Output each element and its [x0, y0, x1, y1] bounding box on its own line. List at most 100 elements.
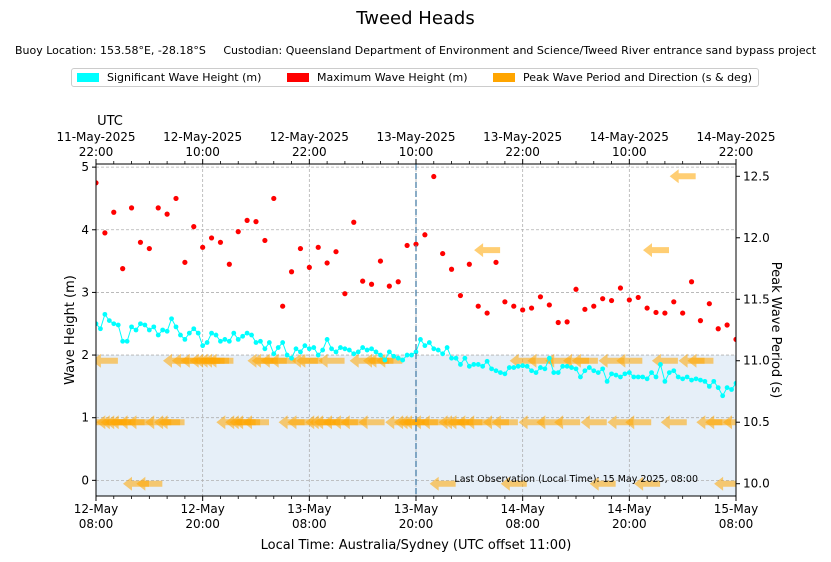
arrow-shape: [536, 415, 563, 430]
significant-wave-height-point: [684, 374, 690, 380]
significant-wave-height-point: [115, 322, 121, 328]
significant-wave-height-point: [515, 363, 521, 369]
maximum-wave-height-point: [208, 235, 215, 241]
significant-wave-height-point: [138, 321, 143, 327]
x-tick-label-time: 20:00: [399, 517, 434, 531]
significant-wave-height-point: [569, 365, 574, 370]
peak-period-arrow: [554, 415, 581, 430]
significant-wave-height-point: [595, 370, 601, 375]
significant-wave-height-point: [315, 352, 321, 358]
peak-period-arrow: [527, 353, 554, 368]
significant-wave-height-point: [471, 362, 477, 367]
peak-period-arrow: [296, 353, 323, 368]
x-tick-label-date: 15-May: [714, 502, 758, 516]
peak-period-arrow: [429, 476, 456, 491]
significant-wave-height-point: [609, 371, 614, 377]
maximum-wave-height-point: [262, 237, 268, 244]
peak-period-arrow: [607, 415, 634, 430]
significant-wave-height-point: [724, 385, 730, 391]
peak-period-arrow: [634, 476, 661, 491]
top-tick-label-date: 11-May-2025: [56, 130, 135, 144]
significant-wave-height-point: [440, 351, 446, 357]
significant-wave-height-point: [311, 345, 317, 350]
arrow-shape: [474, 243, 501, 258]
maximum-wave-height-point: [511, 303, 517, 309]
significant-wave-height-point: [258, 338, 263, 344]
significant-wave-height-point: [698, 377, 703, 383]
significant-wave-height-point: [502, 371, 508, 377]
significant-wave-height-point: [306, 346, 312, 352]
maximum-wave-height-point: [457, 292, 464, 299]
x-axis-label: Local Time: Australia/Sydney (UTC offset…: [261, 538, 572, 553]
significant-wave-height-point: [458, 362, 463, 367]
arrow-shape: [136, 476, 163, 491]
significant-wave-height-point: [351, 351, 357, 357]
peak-period-arrow: [269, 353, 296, 368]
legend-swatch-cyan: [77, 73, 99, 82]
top-tick-label-time: 10:00: [612, 145, 647, 159]
significant-wave-height-point: [209, 330, 214, 336]
significant-wave-height-point: [302, 343, 308, 349]
buoy-location: Buoy Location: 153.58°E, -28.18°S: [14, 44, 206, 57]
legend-swatch-orange: [493, 73, 515, 82]
significant-wave-height-point: [151, 324, 157, 330]
significant-wave-height-point: [551, 370, 557, 375]
maximum-wave-height-point: [706, 301, 712, 307]
significant-wave-height-point: [320, 347, 326, 353]
significant-wave-height-point: [324, 336, 330, 342]
arrow-shape: [509, 353, 536, 368]
significant-wave-height-point: [391, 353, 397, 359]
significant-wave-height-point: [675, 374, 681, 380]
significant-wave-height-point: [289, 355, 294, 361]
arrow-shape: [420, 415, 447, 430]
maximum-wave-height-point: [555, 319, 561, 326]
arrow-shape: [580, 415, 607, 430]
significant-wave-height-point: [373, 349, 379, 355]
top-axis-label: UTC: [97, 114, 123, 129]
significant-wave-height-point: [644, 376, 650, 382]
arrow-shape: [527, 353, 554, 368]
significant-wave-height-point: [338, 345, 343, 350]
top-tick-label-date: 12-May-2025: [270, 130, 349, 144]
arrow-shape: [127, 415, 154, 430]
last-observation-annotation: Last Observation (Local Time): 15 May 20…: [454, 474, 698, 485]
significant-wave-height-point: [346, 347, 352, 353]
peak-period-arrow: [714, 476, 736, 491]
x-tick-label-date: 12-May: [74, 502, 118, 516]
top-tick-label-time: 22:00: [79, 145, 114, 159]
significant-wave-height-point: [649, 370, 654, 375]
significant-wave-height-point: [155, 332, 161, 338]
significant-wave-height-point: [355, 349, 361, 355]
arrow-shape: [607, 415, 634, 430]
y-tick-label: 1: [81, 411, 89, 425]
arrow-shape: [429, 476, 456, 491]
arrow-shape: [491, 415, 518, 430]
maximum-wave-height-point: [582, 306, 588, 312]
maximum-wave-height-point: [111, 209, 117, 215]
peak-period-arrow: [616, 353, 643, 368]
x-tick-label-time: 08:00: [505, 517, 540, 531]
arrow-shape: [158, 415, 185, 430]
peak-period-arrow: [643, 243, 669, 258]
top-tick-label-date: 13-May-2025: [483, 130, 562, 144]
significant-wave-height-point: [164, 328, 170, 334]
peak-period-arrow: [598, 353, 625, 368]
peak-period-arrow: [349, 353, 376, 368]
arrow-shape: [723, 415, 736, 430]
peak-period-arrow: [705, 415, 732, 430]
arrow-shape: [96, 353, 118, 368]
peak-period-arrow: [518, 415, 545, 430]
significant-wave-height-point: [195, 330, 201, 336]
maximum-wave-height-point: [608, 297, 615, 304]
significant-wave-height-point: [489, 366, 494, 372]
arrow-shape: [340, 415, 367, 430]
y-tick-label: 0: [81, 473, 89, 487]
y-tick-label: 3: [81, 285, 89, 299]
maximum-wave-height-point: [253, 219, 259, 225]
maximum-wave-height-point: [537, 294, 544, 300]
custodian: Custodian: Queensland Department of Envi…: [223, 44, 817, 57]
maximum-wave-height-point: [297, 245, 304, 252]
peak-period-arrow: [509, 353, 536, 368]
significant-wave-height-point: [711, 378, 717, 384]
